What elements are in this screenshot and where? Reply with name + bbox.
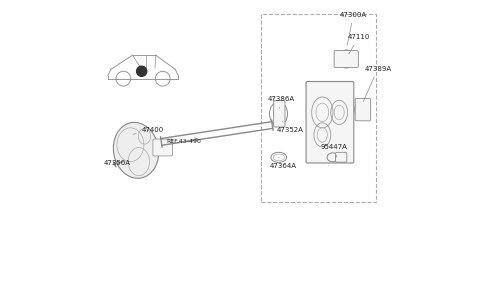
FancyBboxPatch shape (334, 51, 358, 67)
Text: 47300A: 47300A (340, 12, 367, 45)
Ellipse shape (113, 123, 159, 178)
Bar (261, 14, 376, 202)
FancyBboxPatch shape (306, 81, 354, 163)
Text: REF.43-490: REF.43-490 (167, 138, 201, 144)
Text: 47110: 47110 (348, 34, 370, 54)
Text: 95447A: 95447A (321, 144, 348, 157)
Text: 47400: 47400 (133, 127, 164, 134)
Text: 47350A: 47350A (104, 160, 131, 166)
FancyBboxPatch shape (336, 152, 347, 162)
Text: 47352A: 47352A (276, 121, 303, 133)
Text: 47364A: 47364A (270, 157, 297, 169)
FancyBboxPatch shape (355, 98, 371, 121)
Text: 47386A: 47386A (267, 96, 295, 108)
FancyBboxPatch shape (153, 139, 173, 156)
FancyBboxPatch shape (274, 101, 285, 127)
Text: 47389A: 47389A (363, 66, 391, 101)
Circle shape (137, 66, 147, 76)
